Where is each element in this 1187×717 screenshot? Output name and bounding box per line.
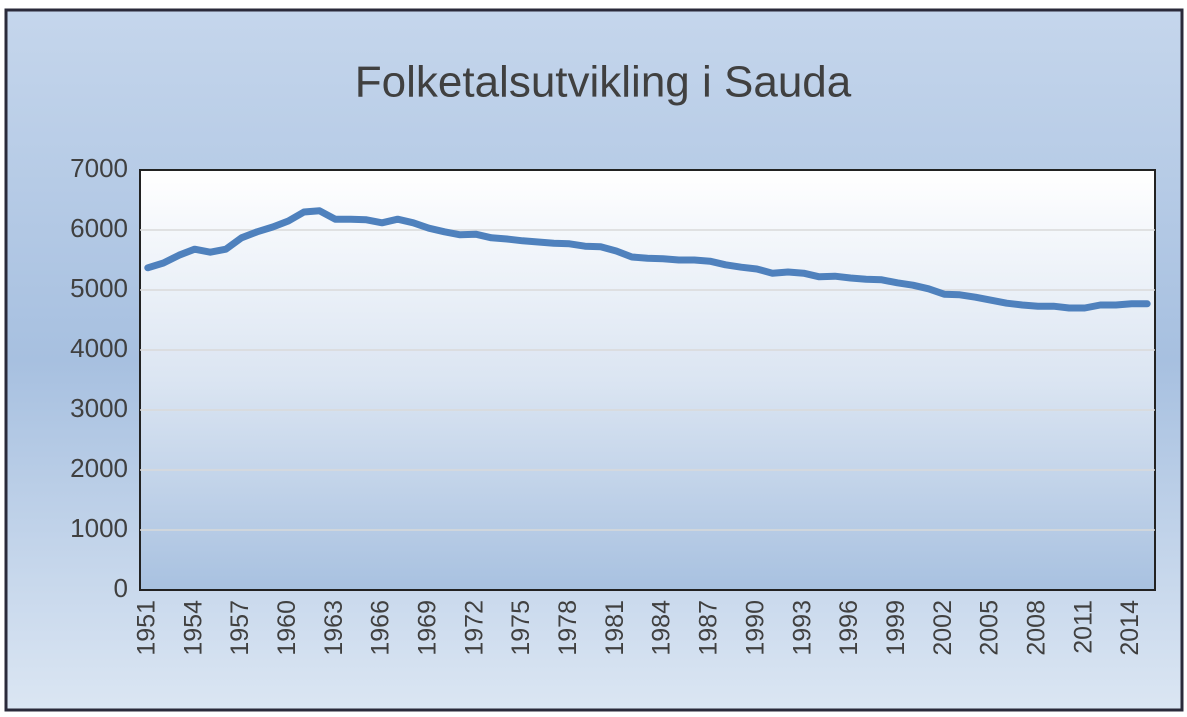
x-tick-label: 2005 [976,600,1004,656]
y-tick-label: 4000 [70,333,128,363]
x-tick-label: 1966 [367,600,395,656]
x-tick-label: 2008 [1022,600,1050,656]
y-tick-label: 3000 [70,393,128,423]
x-tick-label: 2002 [929,600,957,656]
y-tick-label: 0 [114,573,128,603]
x-tick-label: 2014 [1116,600,1144,656]
x-tick-label: 1975 [507,600,535,656]
y-tick-label: 6000 [70,213,128,243]
x-tick-label: 1978 [554,600,582,656]
x-tick-label: 1984 [648,600,676,656]
chart-title: Folketalsutvikling i Sauda [355,58,852,107]
x-tick-label: 1990 [741,600,769,656]
y-tick-label: 1000 [70,513,128,543]
x-tick-label: 1951 [132,600,160,656]
x-tick-label: 1954 [179,600,207,656]
x-tick-label: 1999 [882,600,910,656]
x-tick-label: 2011 [1069,600,1097,654]
x-tick-label: 1963 [320,600,348,656]
x-tick-label: 1969 [413,600,441,656]
y-tick-label: 7000 [70,153,128,183]
x-tick-label: 1960 [273,600,301,656]
x-tick-label: 1972 [460,600,488,656]
x-tick-label: 1981 [601,600,629,656]
y-tick-label: 5000 [70,273,128,303]
plot-area [139,169,1156,591]
y-tick-label: 2000 [70,453,128,483]
x-tick-label: 1957 [226,600,254,656]
data-line [144,207,1151,312]
x-tick-label: 1987 [695,600,723,656]
x-tick-label: 1996 [835,600,863,656]
x-tick-label: 1993 [788,600,816,656]
